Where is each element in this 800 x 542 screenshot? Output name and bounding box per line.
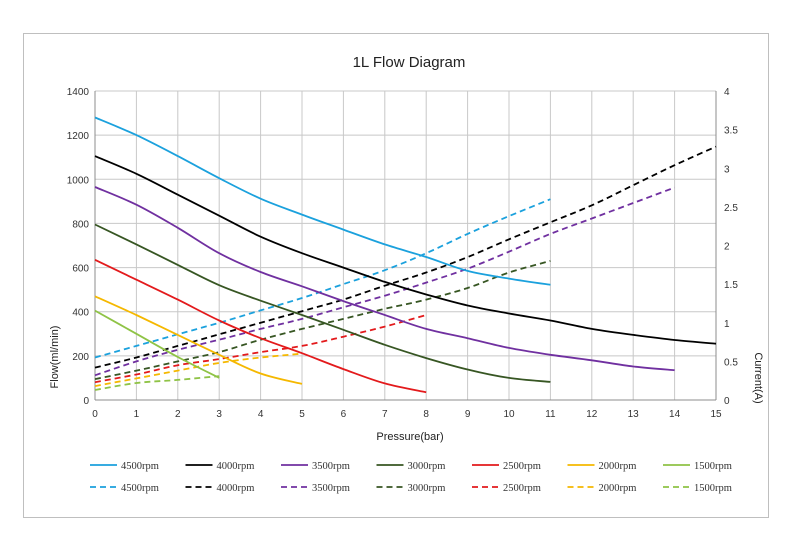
legend-label: 2500rpm xyxy=(503,483,541,494)
tick-labels: 0 1 2 3 4 5 6 7 8 9 10 11 12 13 14 15020040060080010001… xyxy=(67,87,739,420)
flow-line-4500rpm xyxy=(94,116,551,286)
x-tick-label: 8 xyxy=(423,409,429,420)
legend-label: 2000rpm xyxy=(599,483,637,494)
y-tick-label: 0 xyxy=(83,396,89,407)
x-tick-label: 12 xyxy=(586,409,598,420)
legend-label: 4500rpm xyxy=(121,483,159,494)
x-axis-title: Pressure(bar) xyxy=(376,431,443,443)
current-line-2500rpm xyxy=(94,314,427,384)
legend-label: 4000rpm xyxy=(217,483,255,494)
legend-label: 2000rpm xyxy=(599,461,637,472)
legend-label: 3500rpm xyxy=(312,461,350,472)
x-tick-label: 6 xyxy=(341,409,347,420)
x-tick-label: 3 xyxy=(216,409,222,420)
chart-frame xyxy=(23,33,769,518)
y2-tick-label: 0 xyxy=(724,396,730,407)
x-tick-label: 9 xyxy=(465,409,471,420)
flow-line-4000rpm xyxy=(94,155,717,345)
axes xyxy=(94,91,717,401)
legend-label: 3000rpm xyxy=(408,483,446,494)
flow-line-3000rpm xyxy=(94,223,551,383)
y2-tick-label: 2 xyxy=(724,242,730,253)
legend-label: 1500rpm xyxy=(694,483,732,494)
current-line-1500rpm xyxy=(94,375,220,391)
legend-label: 2500rpm xyxy=(503,461,541,472)
y-tick-label: 400 xyxy=(72,308,89,319)
legend-label: 4000rpm xyxy=(217,461,255,472)
legend-label: 3000rpm xyxy=(408,461,446,472)
flow-line-3500rpm xyxy=(94,186,675,372)
x-tick-label: 14 xyxy=(669,409,681,420)
y-tick-label: 200 xyxy=(72,352,89,363)
y-tick-label: 800 xyxy=(72,219,89,230)
legend: 4500rpm 4000rpm 3500rpm 3000rpm 2500rpm 2000r… xyxy=(90,461,732,494)
y2-tick-label: 3.5 xyxy=(724,126,738,137)
current-line-3500rpm xyxy=(94,186,675,377)
current-line-2000rpm xyxy=(94,352,303,387)
y-tick-label: 1200 xyxy=(67,131,90,142)
y2-tick-label: 1 xyxy=(724,319,730,330)
y2-tick-label: 3 xyxy=(724,164,730,175)
x-tick-label: 15 xyxy=(710,409,722,420)
flow-line-1500rpm xyxy=(94,309,220,379)
y2-tick-label: 2.5 xyxy=(724,203,738,214)
y2-tick-label: 0.5 xyxy=(724,357,738,368)
y-tick-label: 1400 xyxy=(67,87,90,98)
y-tick-label: 600 xyxy=(72,264,89,275)
y-axis-title: Flow(ml/min) xyxy=(49,326,61,389)
x-tick-label: 11 xyxy=(545,409,556,420)
flow-line-2000rpm xyxy=(94,295,303,385)
x-tick-label: 7 xyxy=(382,409,388,420)
x-tick-label: 4 xyxy=(258,409,264,420)
series xyxy=(94,116,717,394)
x-tick-label: 0 xyxy=(92,409,98,420)
y2-tick-label: 4 xyxy=(724,87,730,98)
current-line-4500rpm xyxy=(94,198,551,359)
x-tick-label: 5 xyxy=(299,409,305,420)
y2-tick-label: 1.5 xyxy=(724,280,738,291)
legend-label: 1500rpm xyxy=(694,461,732,472)
y-tick-label: 1000 xyxy=(67,175,90,186)
legend-label: 4500rpm xyxy=(121,461,159,472)
x-tick-label: 13 xyxy=(628,409,640,420)
grid xyxy=(94,90,717,401)
current-line-4000rpm xyxy=(94,145,717,369)
x-tick-label: 10 xyxy=(503,409,515,420)
flow-line-2500rpm xyxy=(94,258,427,394)
x-tick-label: 1 xyxy=(134,409,140,420)
y2-axis-title: Current(A) xyxy=(752,352,764,403)
legend-label: 3500rpm xyxy=(312,483,350,494)
x-tick-label: 2 xyxy=(175,409,181,420)
current-line-3000rpm xyxy=(94,260,551,380)
chart-title: 1L Flow Diagram xyxy=(353,54,466,71)
